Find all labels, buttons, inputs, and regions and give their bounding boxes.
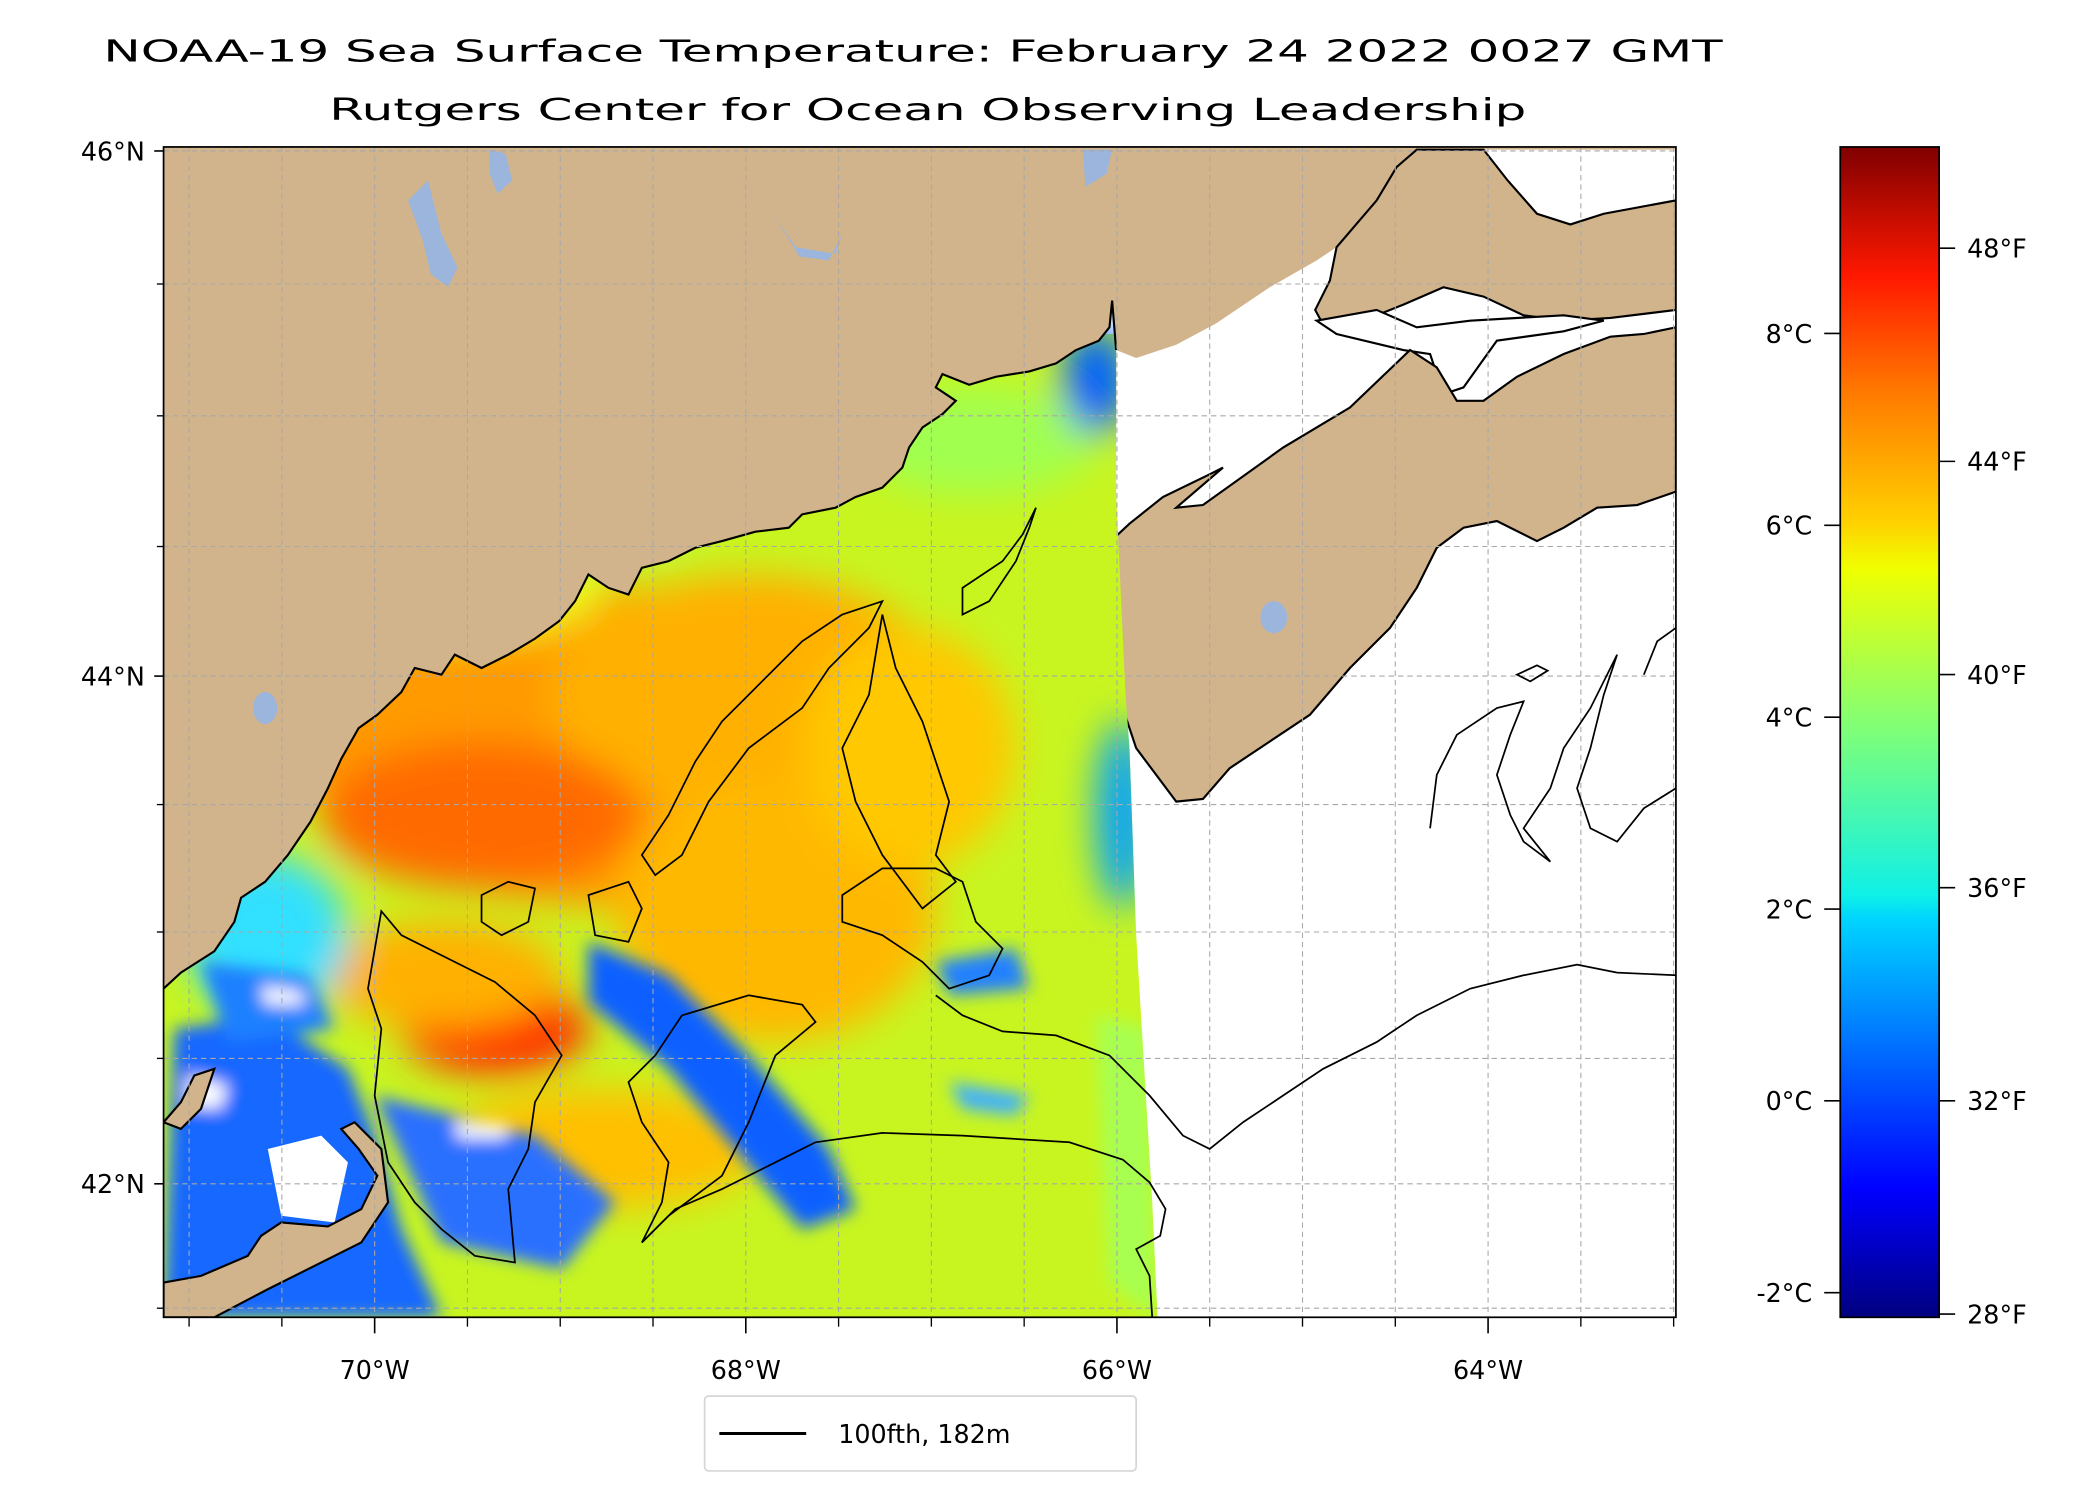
x-tick-label: 66°W — [1082, 1355, 1152, 1385]
legend-label: 100fth, 182m — [838, 1419, 1010, 1449]
land-mass-south-shore — [163, 1067, 217, 1131]
title-line1: NOAA-19 Sea Surface Temperature: Februar… — [103, 34, 1723, 69]
colorbar-celsius-label: 6°C — [1766, 511, 1813, 541]
colorbar-fahrenheit-label: 44°F — [1967, 447, 2027, 477]
x-tick-label: 64°W — [1453, 1355, 1523, 1385]
y-tick-label: 42°N — [81, 1169, 145, 1199]
title-line2: Rutgers Center for Ocean Observing Leade… — [329, 93, 1526, 128]
colorbar-celsius-label: 4°C — [1766, 703, 1813, 733]
y-tick-label: 44°N — [81, 661, 145, 691]
map-area — [163, 146, 1676, 1318]
land-cape-cod — [163, 1120, 390, 1318]
colorbar-fahrenheit-label: 32°F — [1967, 1086, 2027, 1116]
colorbar — [1839, 146, 1940, 1319]
y-tick-label: 46°N — [81, 136, 145, 166]
colorbar-ticks: 8°C 6°C 4°C 2°C 0°C -2°C 48°F 44°F 40°F 36°F 32°F 2… — [1756, 234, 2026, 1330]
colorbar-celsius-label: 2°C — [1766, 894, 1813, 924]
map-frame — [162, 146, 1677, 1319]
cape-cod-mask — [267, 1135, 348, 1223]
colorbar-fahrenheit-label: 40°F — [1967, 660, 2027, 690]
coastline — [163, 300, 1118, 990]
colorbar-fahrenheit-label: 36°F — [1967, 873, 2027, 903]
colorbar-celsius-label: 8°C — [1766, 319, 1813, 349]
x-tick-label: 70°W — [340, 1355, 410, 1385]
x-tick-label: 68°W — [711, 1355, 781, 1385]
bathymetry-contour-100fth — [367, 507, 1676, 1318]
colorbar-celsius-label: 0°C — [1766, 1086, 1813, 1116]
legend: 100fth, 182m — [703, 1395, 1138, 1472]
land-nova-scotia — [1054, 326, 1676, 803]
colorbar-fahrenheit-label: 28°F — [1967, 1299, 2027, 1329]
axis-ticks: 70°W 68°W 66°W 64°W 46°N 44°N 42°N — [81, 136, 1675, 1385]
lakes — [253, 149, 1288, 725]
colorbar-celsius-label: -2°C — [1756, 1278, 1812, 1308]
legend-box — [703, 1395, 1138, 1472]
gridlines — [163, 146, 1676, 1318]
colorbar-fahrenheit-label: 48°F — [1967, 234, 2027, 264]
